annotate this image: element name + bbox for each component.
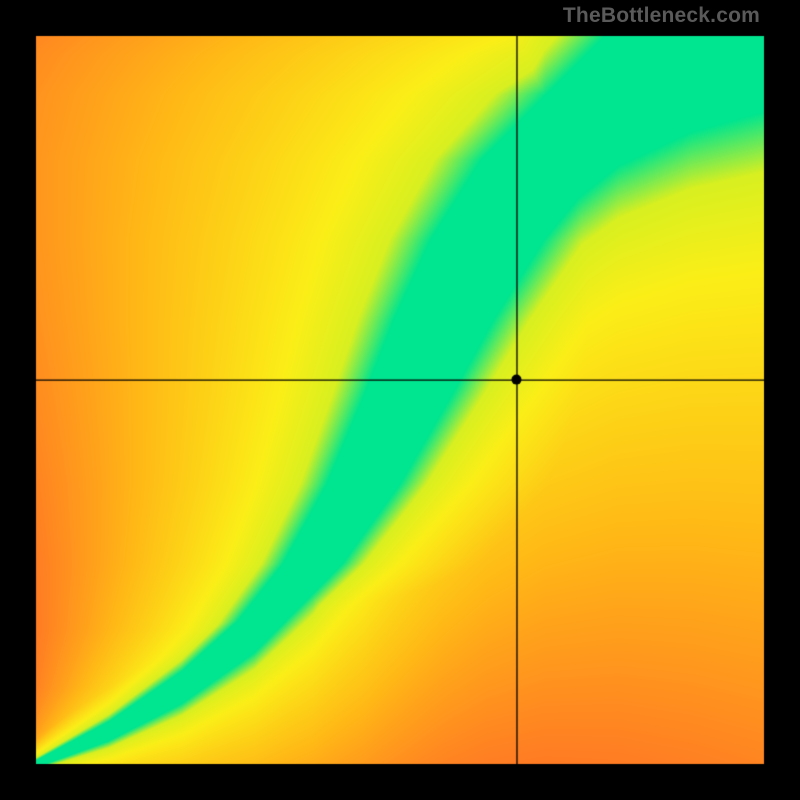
- bottleneck-heatmap: [0, 0, 800, 800]
- watermark-text: TheBottleneck.com: [563, 4, 760, 28]
- chart-container: TheBottleneck.com: [0, 0, 800, 800]
